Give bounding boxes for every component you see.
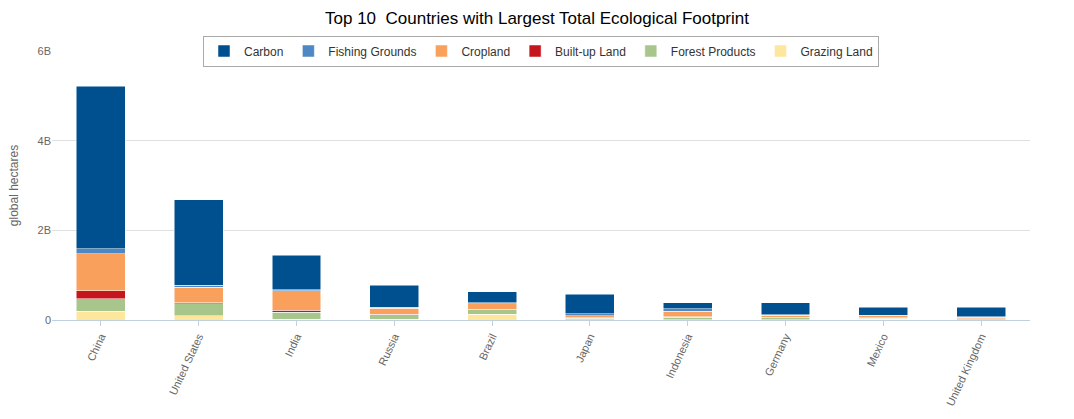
svg-text:Top 10 Countries with Largest: Top 10 Countries with Largest Total Ecol… — [325, 9, 749, 28]
svg-text:4B: 4B — [38, 135, 51, 147]
svg-text:China: China — [85, 331, 108, 363]
svg-text:India: India — [282, 331, 303, 358]
svg-text:United States: United States — [167, 331, 206, 396]
svg-text:Japan: Japan — [573, 332, 597, 364]
svg-text:United Kingdom: United Kingdom — [944, 332, 988, 408]
svg-text:Germany: Germany — [762, 331, 792, 378]
svg-text:Built-up Land: Built-up Land — [555, 45, 626, 59]
svg-text:Cropland: Cropland — [461, 45, 510, 59]
svg-text:Grazing Land: Grazing Land — [801, 45, 873, 59]
svg-text:Fishing Grounds: Fishing Grounds — [328, 45, 416, 59]
svg-text:Mexico: Mexico — [864, 332, 890, 369]
svg-text:global hectares: global hectares — [7, 145, 21, 226]
svg-text:Forest Products: Forest Products — [671, 45, 756, 59]
svg-text:2B: 2B — [38, 224, 51, 236]
svg-text:0: 0 — [45, 314, 51, 326]
svg-text:Indonesia: Indonesia — [663, 331, 694, 380]
svg-text:Carbon: Carbon — [244, 45, 283, 59]
svg-text:Russia: Russia — [376, 331, 401, 367]
svg-text:6B: 6B — [38, 45, 51, 57]
svg-text:Brazil: Brazil — [476, 332, 499, 362]
